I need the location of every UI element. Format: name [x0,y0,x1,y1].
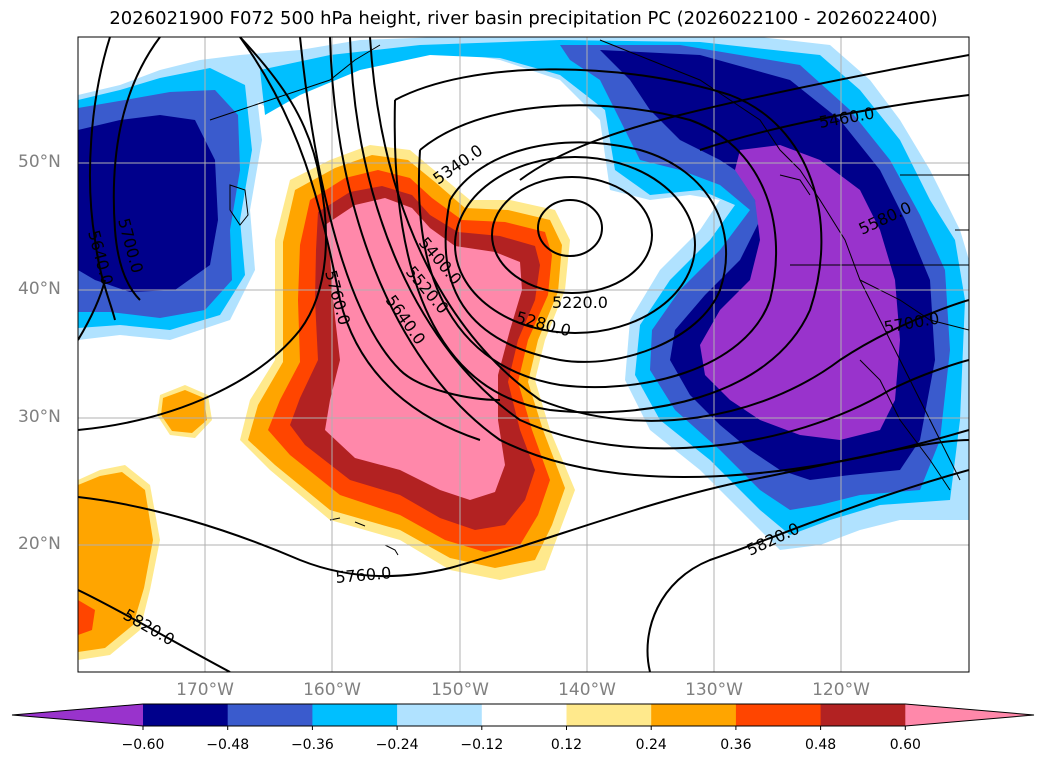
lat-label-30n: 30°N [18,407,61,427]
colorbar-swatch [227,704,313,726]
lon-label-160w: 160°W [303,680,361,700]
colorbar-tick-label: −0.36 [290,737,334,753]
lat-label-50n: 50°N [18,152,61,172]
colorbar-swatch [820,704,906,726]
lon-label-170w: 170°W [176,680,234,700]
colorbar-tick-label: −0.12 [460,737,504,753]
colorbar-tick-label: 0.48 [805,737,837,753]
colorbar-swatch [143,704,229,726]
colorbar-tick-label: −0.48 [206,737,250,753]
contour-label: 5220.0 [552,293,608,312]
colorbar [11,703,1035,730]
colorbar-swatch [566,704,652,726]
map-area: 5340.0 5220.0 5280.0 5400.0 5520.0 5640.… [78,37,969,672]
lon-label-120w: 120°W [812,680,870,700]
colorbar-tick-label: 0.24 [635,737,667,753]
chart-title: 2026021900 F072 500 hPa height, river ba… [109,8,938,29]
lat-label-40n: 40°N [18,279,61,299]
colorbar-extend-right [905,704,1034,726]
lon-label-140w: 140°W [558,680,616,700]
colorbar-swatch [397,704,483,726]
colorbar-swatch [312,704,398,726]
colorbar-extend-left [12,704,143,726]
colorbar-swatch [481,704,567,726]
contour-label: 5760.0 [335,563,392,587]
colorbar-tick-label: 0.36 [720,737,752,753]
lat-label-20n: 20°N [18,534,61,554]
colorbar-tick-label: −0.60 [121,737,165,753]
colorbar-swatch [651,704,737,726]
colorbar-tick-label: 0.12 [550,737,583,753]
map-frame [77,36,970,673]
lon-label-150w: 150°W [431,680,489,700]
lon-label-130w: 130°W [685,680,743,700]
height-contours [78,37,969,672]
colorbar-tick-label: 0.60 [889,737,921,753]
colorbar-swatch [735,704,822,726]
colorbar-tick-label: −0.24 [375,737,419,753]
